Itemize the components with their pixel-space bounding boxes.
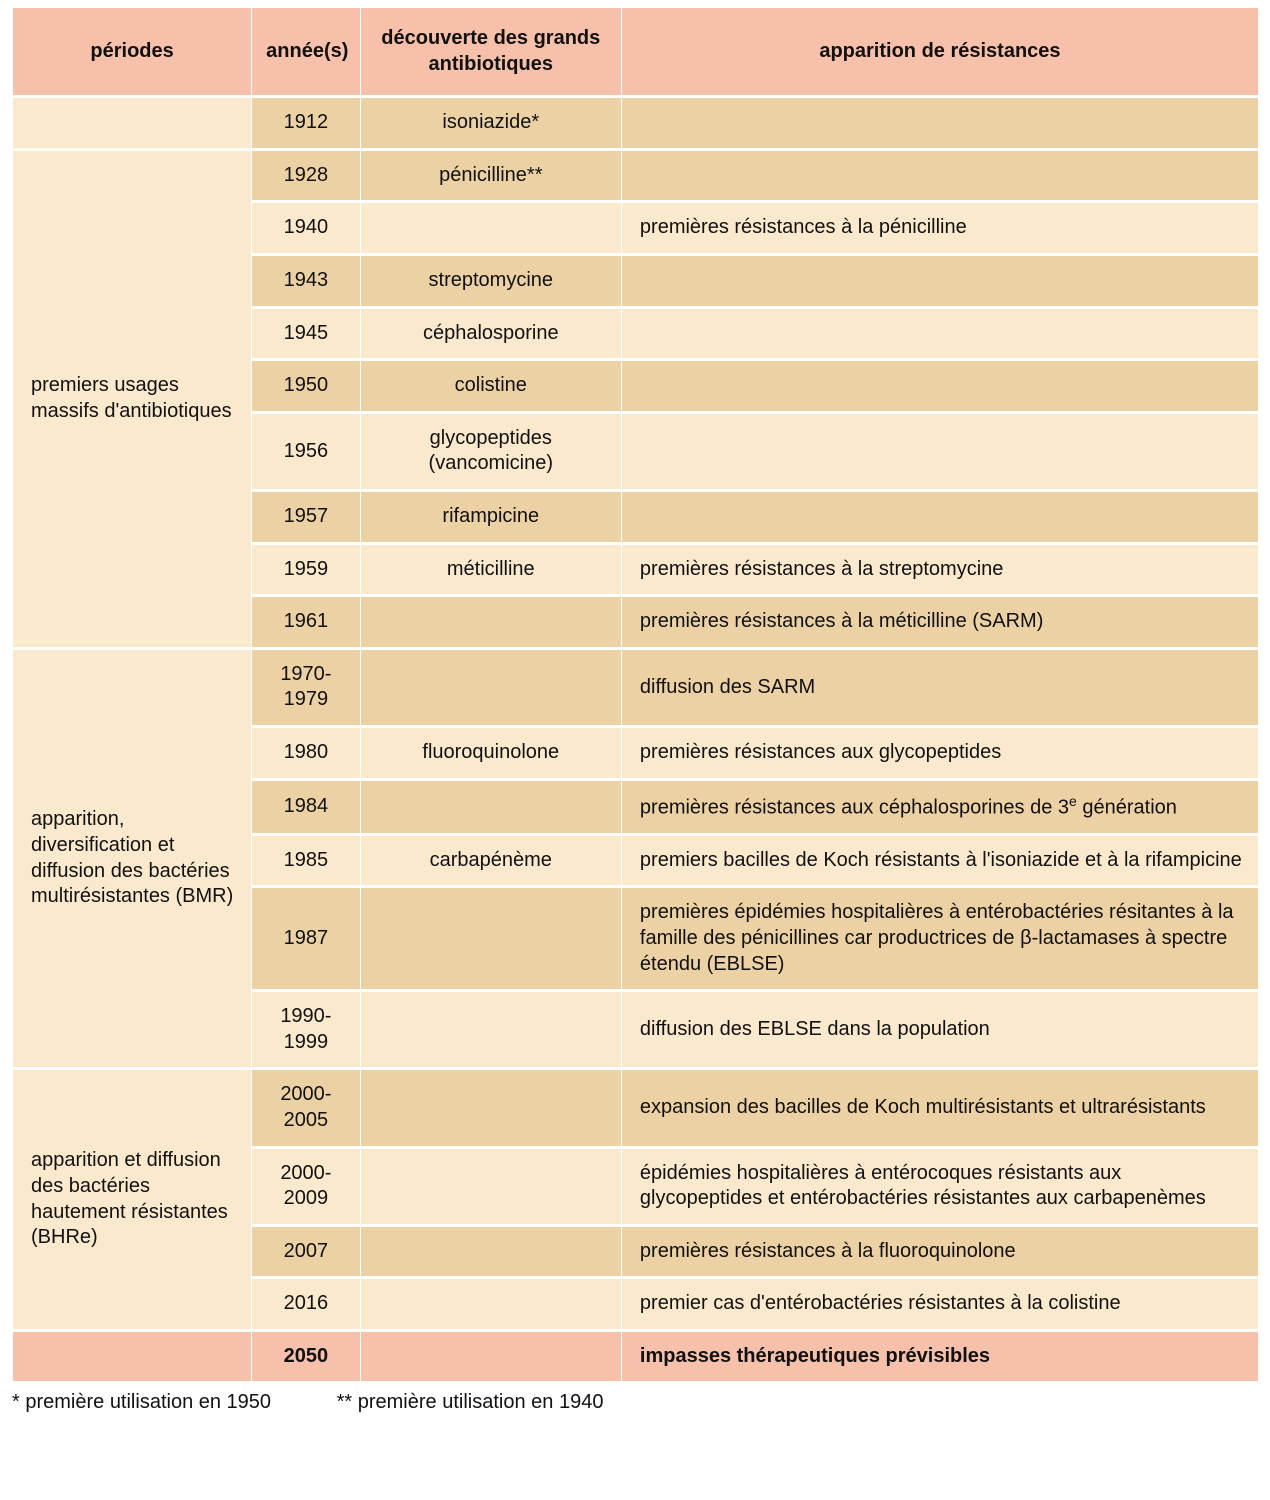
resistance-cell: diffusion des EBLSE dans la population — [621, 989, 1258, 1067]
discovery-cell — [360, 778, 621, 833]
year-cell: 1945 — [251, 306, 360, 359]
discovery-cell: carbapénème — [360, 833, 621, 886]
discovery-cell: méticilline — [360, 542, 621, 595]
col-header-decouverte: découverte des grands antibiotiques — [360, 8, 621, 95]
discovery-cell: isoniazide* — [360, 95, 621, 148]
discovery-cell — [360, 1276, 621, 1329]
resistance-cell: diffusion des SARM — [621, 647, 1258, 725]
table-header-row: périodes année(s) découverte des grands … — [12, 8, 1258, 95]
discovery-cell — [360, 1146, 621, 1224]
period-cell: apparition et diffusion des bactéries ha… — [12, 1067, 251, 1329]
resistance-cell — [621, 148, 1258, 201]
year-cell: 1987 — [251, 885, 360, 989]
col-header-periodes: périodes — [12, 8, 251, 95]
resistance-cell — [621, 411, 1258, 489]
year-cell: 2016 — [251, 1276, 360, 1329]
discovery-cell: colistine — [360, 358, 621, 411]
resistance-cell — [621, 95, 1258, 148]
resistance-cell — [621, 306, 1258, 359]
table-body: 1912isoniazide*premiers usages massifs d… — [12, 95, 1258, 1381]
year-cell: 2007 — [251, 1224, 360, 1277]
resistance-cell: premier cas d'entérobactéries résistante… — [621, 1276, 1258, 1329]
antibiotics-table: périodes année(s) découverte des grands … — [12, 8, 1258, 1381]
table-container: périodes année(s) découverte des grands … — [0, 0, 1270, 1430]
discovery-cell — [360, 594, 621, 647]
year-cell: 1959 — [251, 542, 360, 595]
resistance-cell: premières résistances à la streptomycine — [621, 542, 1258, 595]
table-row: 1912isoniazide* — [12, 95, 1258, 148]
period-cell — [12, 1329, 251, 1382]
year-cell: 1940 — [251, 200, 360, 253]
col-header-resistance: apparition de résistances — [621, 8, 1258, 95]
year-cell: 1928 — [251, 148, 360, 201]
table-row: apparition, diversification et diffusion… — [12, 647, 1258, 725]
table-row: premiers usages massifs d'antibiotiques1… — [12, 148, 1258, 201]
year-cell: 2000-2005 — [251, 1067, 360, 1145]
year-cell: 1943 — [251, 253, 360, 306]
period-cell: apparition, diversification et diffusion… — [12, 647, 251, 1068]
resistance-cell: premières résistances aux glycopeptides — [621, 725, 1258, 778]
year-cell: 1956 — [251, 411, 360, 489]
resistance-cell: premières résistances à la pénicilline — [621, 200, 1258, 253]
final-row: 2050 impasses thérapeutiques prévisibles — [12, 1329, 1258, 1382]
discovery-cell — [360, 885, 621, 989]
discovery-cell — [360, 1224, 621, 1277]
col-header-annee: année(s) — [251, 8, 360, 95]
discovery-cell — [360, 989, 621, 1067]
table-row: apparition et diffusion des bactéries ha… — [12, 1067, 1258, 1145]
footnote-2: ** première utilisation en 1940 — [337, 1391, 604, 1413]
discovery-cell — [360, 647, 621, 725]
resistance-cell: premières résistances à la fluoroquinolo… — [621, 1224, 1258, 1277]
discovery-cell — [360, 200, 621, 253]
period-cell — [12, 95, 251, 148]
footnotes: * première utilisation en 1950 ** premiè… — [12, 1381, 1258, 1414]
year-cell: 1950 — [251, 358, 360, 411]
year-cell: 1984 — [251, 778, 360, 833]
discovery-cell: céphalosporine — [360, 306, 621, 359]
year-cell: 1957 — [251, 489, 360, 542]
resistance-cell: épidémies hospitalières à entérocoques r… — [621, 1146, 1258, 1224]
year-cell: 1990-1999 — [251, 989, 360, 1067]
resistance-cell: premières résistances aux céphalosporine… — [621, 778, 1258, 833]
year-cell: 1970-1979 — [251, 647, 360, 725]
resistance-cell: expansion des bacilles de Koch multirési… — [621, 1067, 1258, 1145]
year-cell: 1980 — [251, 725, 360, 778]
year-cell: 2000-2009 — [251, 1146, 360, 1224]
resistance-cell: premières épidémies hospitalières à enté… — [621, 885, 1258, 989]
footnote-1: * première utilisation en 1950 — [12, 1391, 271, 1413]
discovery-cell — [360, 1329, 621, 1382]
discovery-cell — [360, 1067, 621, 1145]
discovery-cell: fluoroquinolone — [360, 725, 621, 778]
discovery-cell: glycopeptides (vancomicine) — [360, 411, 621, 489]
resistance-cell — [621, 253, 1258, 306]
discovery-cell: streptomycine — [360, 253, 621, 306]
year-cell: 1961 — [251, 594, 360, 647]
year-cell: 2050 — [251, 1329, 360, 1382]
discovery-cell: pénicilline** — [360, 148, 621, 201]
resistance-cell — [621, 358, 1258, 411]
year-cell: 1912 — [251, 95, 360, 148]
resistance-cell: impasses thérapeutiques prévisibles — [621, 1329, 1258, 1382]
resistance-cell: premières résistances à la méticilline (… — [621, 594, 1258, 647]
resistance-cell: premiers bacilles de Koch résistants à l… — [621, 833, 1258, 886]
discovery-cell: rifampicine — [360, 489, 621, 542]
period-cell: premiers usages massifs d'antibiotiques — [12, 148, 251, 647]
year-cell: 1985 — [251, 833, 360, 886]
resistance-cell — [621, 489, 1258, 542]
